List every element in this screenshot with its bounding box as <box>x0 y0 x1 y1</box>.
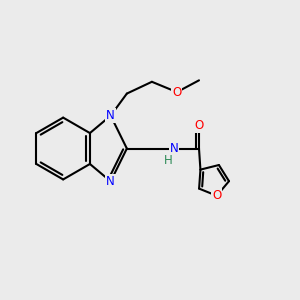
Text: O: O <box>172 85 182 99</box>
Text: N: N <box>106 109 115 122</box>
Text: O: O <box>212 189 221 202</box>
Text: O: O <box>194 119 204 132</box>
Text: H: H <box>164 154 173 167</box>
Text: N: N <box>169 142 178 155</box>
Text: N: N <box>106 175 115 188</box>
